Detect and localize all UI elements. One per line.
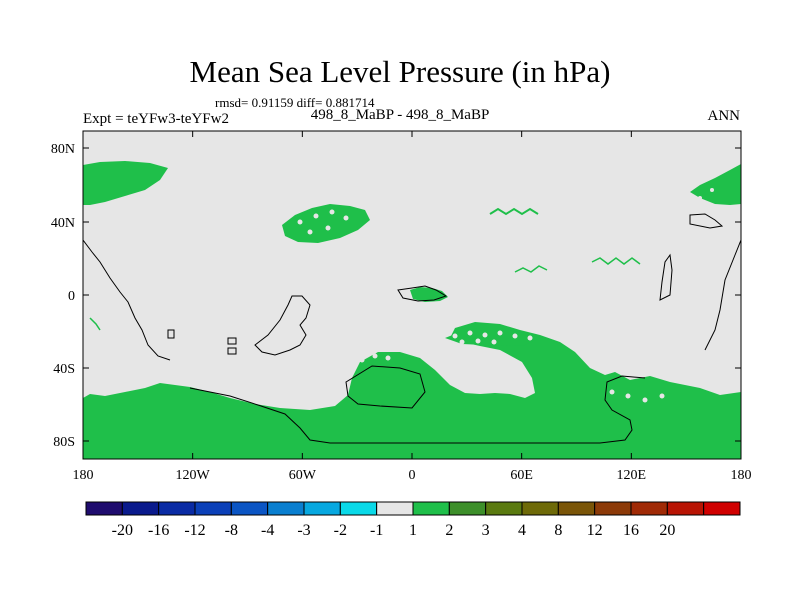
colorbar-swatch — [594, 501, 632, 516]
colorbar-swatch — [121, 501, 160, 516]
coastline-northeast — [689, 213, 724, 229]
lat-tick-label: 40S — [53, 362, 75, 377]
hatch-speckles — [297, 188, 714, 403]
colorbar-label: -3 — [297, 522, 310, 539]
lat-tick-label: 80N — [51, 142, 75, 157]
season-label: ANN — [707, 108, 741, 124]
lon-tick-label: 120E — [617, 468, 647, 483]
pressure-anomaly-fill — [83, 161, 741, 459]
contour-dash-east — [591, 257, 641, 265]
lat-tick-label: 40N — [51, 216, 75, 231]
colorbar-label: 2 — [445, 522, 453, 539]
colorbar-swatch — [85, 501, 123, 516]
colorbar-label: 8 — [554, 522, 562, 539]
colorbar-label: -4 — [261, 522, 274, 539]
coastline-west-continent — [83, 239, 171, 361]
colorbar-label: -8 — [225, 522, 238, 539]
green-region-southern — [83, 322, 741, 459]
lon-tick-label: 60W — [289, 468, 317, 483]
colorbar-label: -20 — [112, 522, 133, 539]
period-label: 498_8_MaBP - 498_8_MaBP — [310, 107, 490, 123]
coastline-east-margin — [704, 239, 741, 351]
contour-dash-west — [89, 317, 101, 331]
colorbar-swatch — [703, 501, 741, 516]
green-region-north-atlantic — [282, 204, 370, 243]
colorbar-label: 4 — [518, 522, 526, 539]
lat-tick-label: 0 — [68, 289, 75, 304]
coastline-islet-1 — [227, 337, 237, 345]
colorbar-label: 20 — [659, 522, 675, 539]
colorbar — [85, 501, 741, 516]
lon-tick-label: 120W — [176, 468, 211, 483]
coastlines — [83, 213, 741, 444]
lon-tick-label: 180 — [73, 468, 94, 483]
lat-tick-label: 80S — [53, 435, 75, 450]
green-region-arctic-west — [83, 161, 168, 205]
colorbar-label: 16 — [623, 522, 639, 539]
colorbar-label: 12 — [587, 522, 603, 539]
green-region-arctic-east — [690, 164, 741, 205]
colorbar-swatch — [412, 501, 450, 516]
colorbar-label: -2 — [334, 522, 347, 539]
coastline-east-continent — [659, 253, 673, 301]
colorbar-label: -16 — [148, 522, 169, 539]
coastline-equatorial-islands — [397, 285, 448, 302]
colorbar-swatch — [303, 501, 341, 516]
lon-tick-label: 0 — [409, 468, 416, 483]
coastline-islet-2 — [227, 347, 237, 355]
colorbar-label: 3 — [482, 522, 490, 539]
colorbar-swatch — [158, 501, 196, 516]
coastline-central-island — [254, 295, 311, 356]
colorbar-swatch — [630, 501, 668, 516]
colorbar-label: 1 — [409, 522, 417, 539]
contour-dash-central — [514, 265, 548, 273]
colorbar-swatch — [376, 501, 414, 516]
colorbar-label: -1 — [370, 522, 383, 539]
colorbar-swatch — [557, 501, 596, 516]
coastline-antarctic — [189, 375, 646, 444]
colorbar-labels: -20 -16 -12 -8 -4 -3 -2 -1 1 2 3 4 8 12 16 20 — [112, 522, 676, 539]
colorbar-swatch — [521, 501, 559, 516]
latitude-axis: 80N 40N 0 40S 80S — [51, 142, 741, 450]
lon-tick-label: 60E — [510, 468, 533, 483]
colorbar-swatch — [267, 501, 305, 516]
lon-tick-label: 180 — [731, 468, 752, 483]
stats-label: rmsd= 0.91159 diff= 0.881714 — [215, 95, 375, 110]
experiment-label: Expt = teYFw3-teYFw2 — [83, 111, 229, 127]
colorbar-swatch — [339, 501, 378, 516]
map-title: Mean Sea Level Pressure (in hPa) — [189, 54, 611, 89]
longitude-axis: 180 120W 60W 0 60E 120E 180 — [73, 131, 752, 483]
colorbar-label: -12 — [184, 522, 205, 539]
colorbar-swatch — [448, 501, 487, 516]
coastline-islet-3 — [167, 329, 175, 339]
colorbar-swatch — [230, 501, 269, 516]
coastline-southern-block — [345, 365, 426, 409]
colorbar-swatch — [666, 501, 705, 516]
contour-dash-pacific — [489, 207, 539, 216]
colorbar-swatch — [485, 501, 523, 516]
colorbar-swatch — [194, 501, 232, 516]
